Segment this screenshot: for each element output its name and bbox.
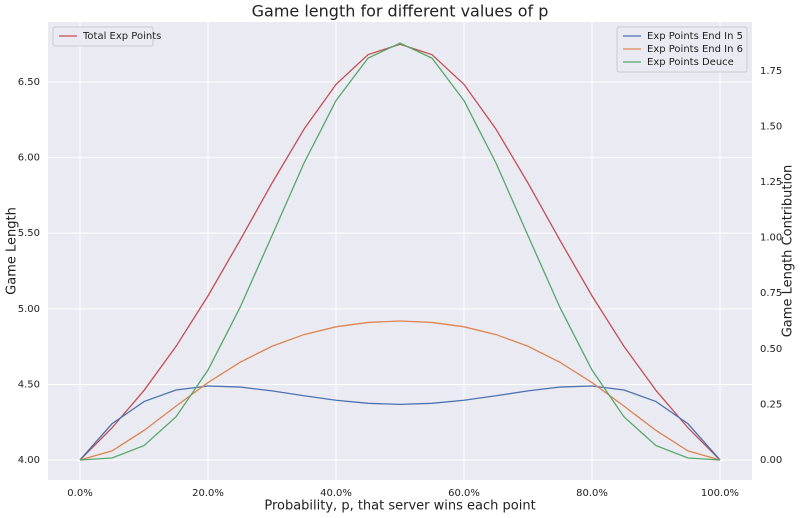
x-tick-label: 40.0% xyxy=(320,488,352,499)
y2-tick-label: 1.75 xyxy=(760,66,782,77)
y2-tick-label: 1.00 xyxy=(760,233,782,244)
y2-tick-label: 0.25 xyxy=(760,399,782,410)
x-tick-label: 20.0% xyxy=(192,488,224,499)
legend-box xyxy=(52,26,154,47)
legend-label: Total Exp Points xyxy=(82,31,161,42)
y2-tick-label: 1.50 xyxy=(760,121,782,132)
legend-label: Exp Points End In 6 xyxy=(647,44,743,55)
x-tick-label: 100.0% xyxy=(701,488,739,499)
y-tick-label: 6.00 xyxy=(18,153,40,164)
legend-box xyxy=(616,26,748,73)
series-line xyxy=(79,320,721,461)
y2-tick-label: 0.00 xyxy=(760,455,782,466)
y-tick-label: 5.50 xyxy=(18,228,40,239)
y2-tick-label: 1.25 xyxy=(760,177,782,188)
x-tick-label: 80.0% xyxy=(576,488,608,499)
y2-axis-label: Game Length Contribution xyxy=(781,165,796,338)
legend-label: Exp Points Deuce xyxy=(647,57,734,68)
x-tick-label: 0.0% xyxy=(67,488,92,499)
series-line xyxy=(79,42,721,461)
y-tick-label: 6.50 xyxy=(18,77,40,88)
y-tick-label: 4.00 xyxy=(18,455,40,466)
y2-tick-label: 0.75 xyxy=(760,288,782,299)
chart-title: Game length for different values of p xyxy=(252,2,549,21)
y-axis-label: Game Length xyxy=(5,207,20,295)
series-line xyxy=(79,385,721,461)
series-line xyxy=(79,43,721,461)
y-tick-label: 4.50 xyxy=(18,379,40,390)
y2-tick-label: 0.50 xyxy=(760,344,782,355)
y-tick-label: 5.00 xyxy=(18,304,40,315)
legend-label: Exp Points End In 5 xyxy=(647,31,743,42)
x-axis-label: Probability, p, that server wins each po… xyxy=(264,499,535,514)
plot-area xyxy=(48,22,752,480)
x-tick-label: 60.0% xyxy=(448,488,480,499)
